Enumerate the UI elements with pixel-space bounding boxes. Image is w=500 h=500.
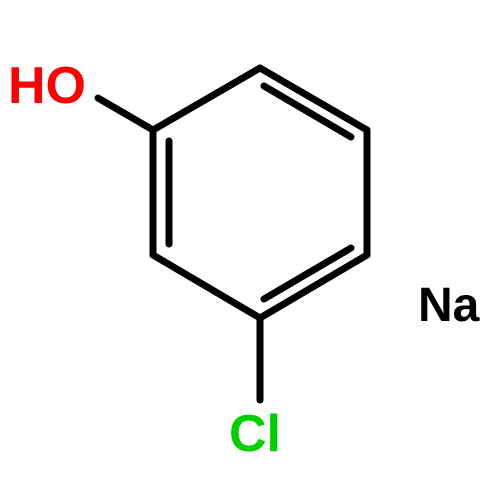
chem-structure-canvas: HO Cl Na [0,0,500,500]
bond-ho-v1 [98,98,153,130]
label-cl: Cl [229,408,281,460]
label-ho: HO [8,60,86,112]
bond-v2-v3-outer [260,68,367,130]
bond-v4-v5-outer [260,255,367,318]
bond-v5-v6 [153,255,260,318]
label-cl-text: Cl [229,405,281,463]
label-na-text: Na [418,279,479,332]
label-ho-text: HO [8,57,86,115]
bond-v1-v2 [153,68,260,130]
label-na: Na [418,282,479,330]
